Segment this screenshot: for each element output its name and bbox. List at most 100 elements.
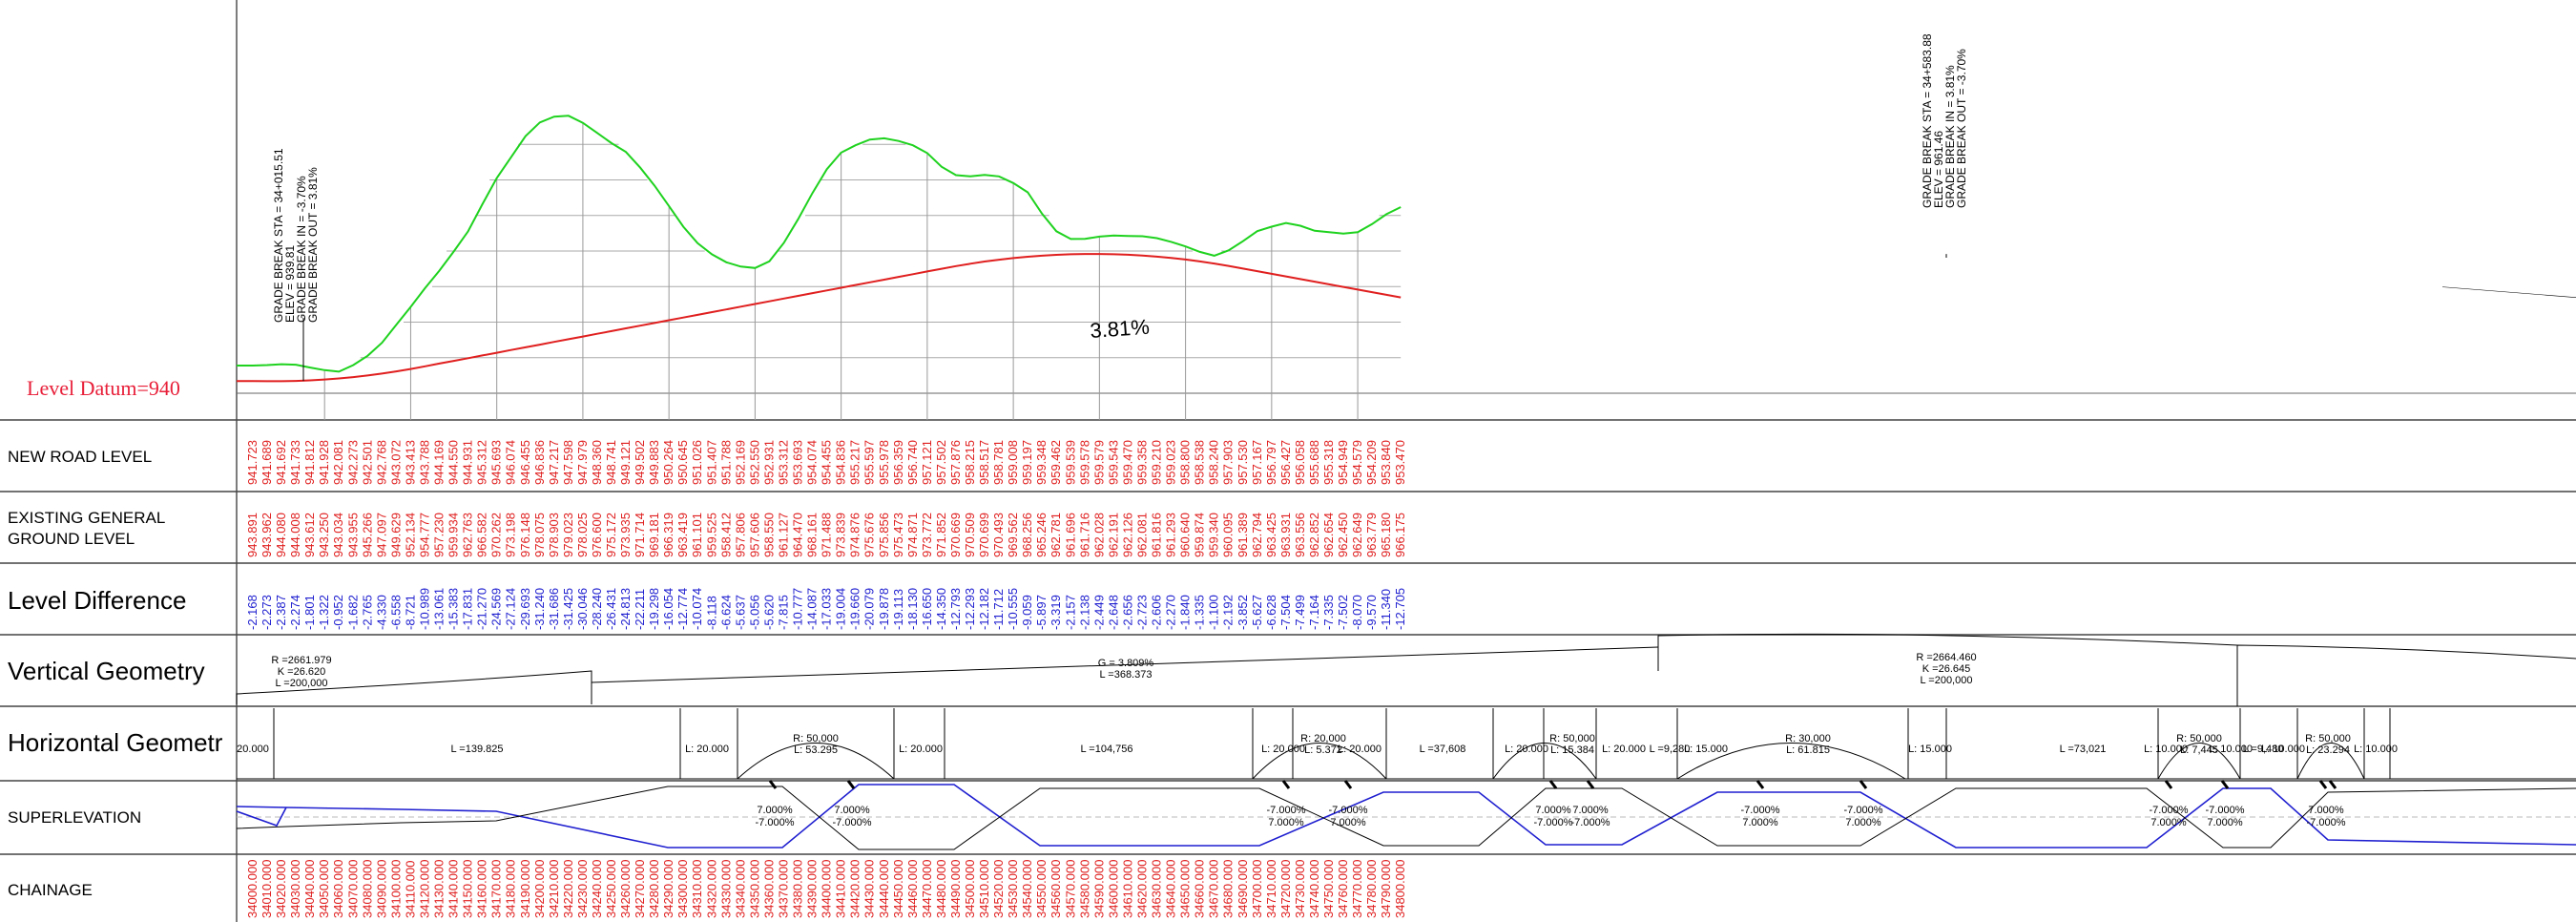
- existing-ground-line: [237, 115, 1402, 373]
- level-difference-value: -11.712: [991, 589, 1006, 630]
- horizontal-segment-text: L: 10.000: [2144, 744, 2188, 755]
- existing-level-value: 965.246: [1034, 513, 1049, 557]
- level-difference-value: -8.721: [403, 595, 417, 630]
- existing-level-value: 963.419: [675, 513, 690, 557]
- level-difference-value: -31.425: [561, 588, 575, 630]
- new-road-level-value: 954.579: [1350, 440, 1364, 485]
- existing-level-value: 965.180: [1379, 513, 1393, 557]
- horizontal-segment-text: L: 20.000: [899, 744, 943, 755]
- level-difference-value: -7.335: [1321, 595, 1336, 630]
- new-road-level-value: 942.081: [331, 440, 345, 485]
- existing-level-value: 966.175: [1393, 513, 1407, 557]
- level-difference-value: -1.840: [1178, 595, 1193, 630]
- level-difference-value: -2.656: [1120, 595, 1134, 630]
- existing-level-value: 968.256: [1020, 513, 1034, 557]
- level-difference-value: -12.774: [675, 588, 690, 630]
- chainage-value: 34040.000: [302, 860, 317, 918]
- existing-level-value: 975.676: [862, 513, 877, 557]
- existing-level-value: 962.081: [1134, 513, 1149, 557]
- chainage-value: 34470.000: [920, 860, 934, 918]
- existing-level-value: 962.794: [1250, 513, 1264, 557]
- superelevation-station-marker: [2164, 780, 2173, 789]
- level-difference-value: -31.240: [532, 588, 547, 630]
- level-difference-value: -10.074: [690, 588, 704, 630]
- existing-level-value: 962.654: [1321, 513, 1336, 557]
- chainage-value: 34270.000: [633, 860, 647, 918]
- level-difference-value: -16.650: [920, 588, 934, 630]
- grade-break-2-text: GRADE BREAK STA = 34+583.88: [1921, 33, 1934, 208]
- existing-level-value: 947.097: [374, 513, 388, 557]
- existing-level-value: 971.488: [820, 513, 834, 557]
- chainage-value: 34650.000: [1178, 860, 1193, 918]
- horizontal-segment-text: L: 20.000: [1505, 744, 1548, 755]
- chainage-value: 34300.000: [675, 860, 690, 918]
- horizontal-segment-text: L =9,280: [1650, 744, 1691, 755]
- level-difference-value: -1.335: [1193, 595, 1207, 630]
- vertical-curve-1: [236, 670, 592, 704]
- existing-level-value: 958.412: [718, 513, 733, 557]
- chainage-value: 34600.000: [1106, 860, 1120, 918]
- existing-level-value: 971.852: [934, 513, 948, 557]
- chainage-value: 34320.000: [704, 860, 718, 918]
- level-difference-value: -2.449: [1091, 595, 1106, 630]
- level-difference-value: -1.322: [317, 595, 331, 630]
- chainage-value: 34100.000: [388, 860, 403, 918]
- superelevation-station-marker: [1586, 780, 1595, 789]
- row-label-existing-2: GROUND LEVEL: [8, 530, 135, 548]
- level-difference-value: -4.330: [374, 595, 388, 630]
- existing-level-value: 961.389: [1236, 513, 1250, 557]
- superelevation-station-marker: [1548, 780, 1558, 789]
- horizontal-segment-text: R: 50,000: [1549, 733, 1595, 744]
- new-road-level-value: 951.788: [718, 440, 733, 485]
- chainage-value: 34130.000: [432, 860, 447, 918]
- horizontal-segment-text: L: 20.000: [1602, 744, 1646, 755]
- superelevation-value: 7.000%: [834, 805, 870, 816]
- horizontal-segment-text: L =139.825: [451, 744, 504, 755]
- level-difference-value: -11.340: [1379, 589, 1393, 630]
- new-road-level-value: 959.348: [1034, 440, 1049, 485]
- vertical-curve-2-text: R =2664.460: [1916, 652, 1976, 663]
- chainage-value: 34360.000: [761, 860, 776, 918]
- existing-level-value: 943.955: [345, 513, 360, 557]
- existing-level-value: 959.340: [1207, 513, 1221, 557]
- level-difference-value: -9.059: [1020, 595, 1034, 630]
- new-road-level-value: 943.413: [403, 440, 417, 485]
- new-road-level-value: 944.931: [461, 440, 475, 485]
- new-road-level-value: 957.903: [1221, 440, 1236, 485]
- new-road-level-value: 951.407: [704, 440, 718, 485]
- chainage-value: 34730.000: [1293, 860, 1307, 918]
- existing-level-value: 975.473: [891, 513, 905, 557]
- horizontal-segment-text: L: 20.000: [1261, 744, 1305, 755]
- level-difference-value: -18.130: [905, 588, 920, 630]
- horizontal-segment-text: L: 23.294: [2306, 744, 2350, 756]
- superelevation-left-edge: [236, 784, 2576, 849]
- superelevation-right-edge: [236, 786, 2576, 850]
- horizontal-curve-arc-0: [737, 743, 895, 780]
- level-difference-value: -10.989: [417, 588, 431, 630]
- horizontal-segment-text: 20.000: [237, 744, 269, 755]
- chainage-value: 34610.000: [1120, 860, 1134, 918]
- chainage-value: 34490.000: [948, 860, 963, 918]
- new-road-level-value: 949.883: [647, 440, 661, 485]
- chainage-value: 34620.000: [1134, 860, 1149, 918]
- chainage-value: 34440.000: [877, 860, 891, 918]
- existing-level-value: 969.181: [647, 513, 661, 557]
- superelevation-value: -7.000%: [2307, 817, 2346, 828]
- horizontal-curve-arc-4: [2157, 743, 2241, 780]
- existing-level-value: 966.319: [661, 513, 675, 557]
- grade-break-2-text: GRADE BREAK IN = 3.81%: [1943, 65, 1957, 208]
- horizontal-segment-text: L: 7,445: [2180, 744, 2218, 756]
- level-difference-value: -12.182: [977, 588, 991, 630]
- grade-break-1-text: GRADE BREAK IN = -3.70%: [295, 176, 308, 323]
- horizontal-segment-text: L: 53.295: [794, 744, 838, 756]
- superelevation-value: 7.000%: [1572, 805, 1609, 816]
- superelevation-row: 7.000%-7.000%7.000%-7.000%-7.000%7.000%-…: [236, 780, 2576, 850]
- new-road-level-value: 950.645: [675, 440, 690, 485]
- existing-level-value: 978.025: [575, 513, 590, 557]
- level-difference-value: -5.620: [761, 595, 776, 630]
- superelevation-value: -7.000%: [833, 817, 872, 828]
- chainage-value: 34480.000: [934, 860, 948, 918]
- new-road-level-value: 948.741: [604, 440, 618, 485]
- level-difference-value: -21.270: [475, 588, 489, 630]
